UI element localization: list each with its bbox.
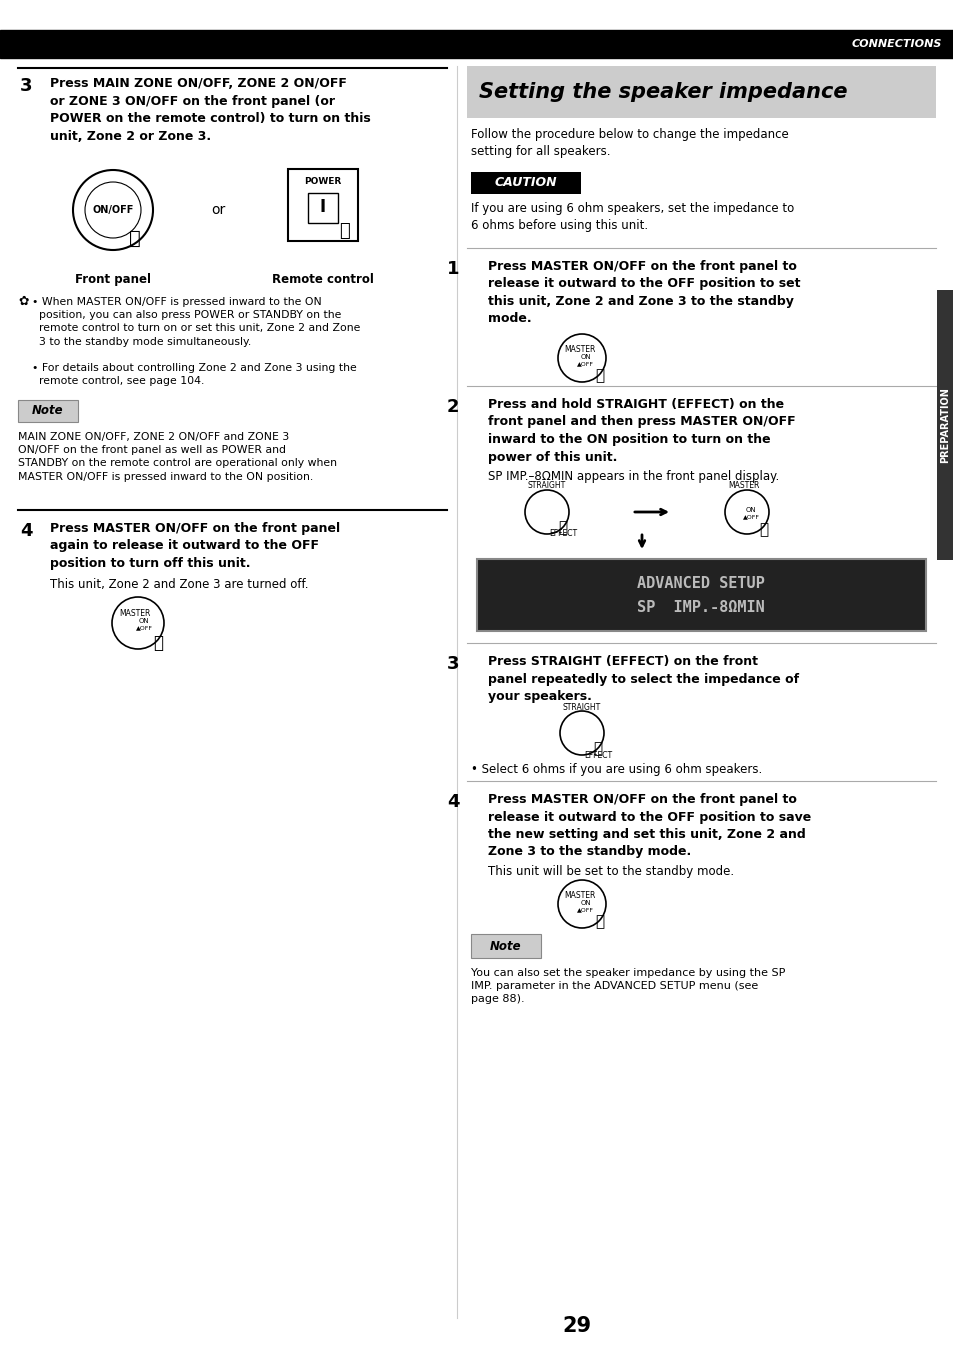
Text: MASTER: MASTER bbox=[564, 891, 595, 899]
Text: ✋: ✋ bbox=[595, 368, 604, 383]
Text: MASTER: MASTER bbox=[564, 345, 595, 353]
Text: ▲OFF: ▲OFF bbox=[741, 515, 759, 519]
Text: ✿: ✿ bbox=[18, 295, 29, 307]
Text: Press MASTER ON/OFF on the front panel to
release it outward to the OFF position: Press MASTER ON/OFF on the front panel t… bbox=[488, 260, 800, 325]
Text: If you are using 6 ohm speakers, set the impedance to
6 ohms before using this u: If you are using 6 ohm speakers, set the… bbox=[471, 202, 794, 232]
Text: Press MAIN ZONE ON/OFF, ZONE 2 ON/OFF
or ZONE 3 ON/OFF on the front panel (or
PO: Press MAIN ZONE ON/OFF, ZONE 2 ON/OFF or… bbox=[50, 77, 371, 143]
Text: CONNECTIONS: CONNECTIONS bbox=[851, 39, 941, 49]
Text: ON: ON bbox=[745, 507, 756, 514]
Text: POWER: POWER bbox=[304, 177, 341, 186]
Text: EFFECT: EFFECT bbox=[548, 530, 577, 538]
Text: Front panel: Front panel bbox=[75, 274, 151, 286]
Bar bbox=[467, 66, 935, 119]
Bar bbox=[936, 290, 953, 559]
Text: Press and hold STRAIGHT (EFFECT) on the
front panel and then press MASTER ON/OFF: Press and hold STRAIGHT (EFFECT) on the … bbox=[488, 398, 795, 464]
Text: I: I bbox=[319, 198, 326, 216]
Text: SP IMP.–8ΩMIN appears in the front panel display.: SP IMP.–8ΩMIN appears in the front panel… bbox=[488, 470, 779, 483]
Text: 1: 1 bbox=[447, 260, 459, 278]
Bar bbox=[471, 934, 540, 958]
Bar bbox=[471, 173, 580, 194]
Text: 4: 4 bbox=[447, 793, 459, 811]
Text: ADVANCED SETUP: ADVANCED SETUP bbox=[637, 576, 764, 590]
Text: 3: 3 bbox=[447, 655, 459, 673]
Text: • When MASTER ON/OFF is pressed inward to the ON
  position, you can also press : • When MASTER ON/OFF is pressed inward t… bbox=[32, 297, 360, 346]
Text: • For details about controlling Zone 2 and Zone 3 using the
  remote control, se: • For details about controlling Zone 2 a… bbox=[32, 363, 356, 386]
Text: • Select 6 ohms if you are using 6 ohm speakers.: • Select 6 ohms if you are using 6 ohm s… bbox=[471, 763, 761, 776]
Text: MASTER: MASTER bbox=[727, 481, 759, 491]
Text: 2: 2 bbox=[447, 398, 459, 417]
Text: ✋: ✋ bbox=[558, 520, 567, 535]
Text: This unit, Zone 2 and Zone 3 are turned off.: This unit, Zone 2 and Zone 3 are turned … bbox=[50, 578, 308, 590]
Text: Remote control: Remote control bbox=[272, 274, 374, 286]
Bar bbox=[0, 0, 953, 30]
Text: SP  IMP.-8ΩMIN: SP IMP.-8ΩMIN bbox=[637, 600, 764, 615]
Text: This unit will be set to the standby mode.: This unit will be set to the standby mod… bbox=[488, 865, 734, 878]
Text: ✋: ✋ bbox=[593, 741, 602, 756]
Text: Note: Note bbox=[32, 404, 64, 418]
Bar bbox=[0, 30, 953, 58]
Text: Press STRAIGHT (EFFECT) on the front
panel repeatedly to select the impedance of: Press STRAIGHT (EFFECT) on the front pan… bbox=[488, 655, 799, 704]
Text: ON: ON bbox=[580, 900, 591, 906]
Text: ON/OFF: ON/OFF bbox=[92, 205, 133, 214]
Text: 4: 4 bbox=[20, 522, 32, 541]
Text: ▲OFF: ▲OFF bbox=[576, 907, 593, 913]
Text: ▲OFF: ▲OFF bbox=[576, 361, 593, 367]
Text: ON: ON bbox=[580, 355, 591, 360]
Text: ✋: ✋ bbox=[595, 914, 604, 930]
Text: 3: 3 bbox=[20, 77, 32, 94]
Text: ✋: ✋ bbox=[152, 634, 163, 652]
Text: 29: 29 bbox=[562, 1316, 591, 1336]
Text: ON: ON bbox=[138, 617, 150, 624]
Text: Note: Note bbox=[490, 940, 521, 953]
Text: You can also set the speaker impedance by using the SP
IMP. parameter in the ADV: You can also set the speaker impedance b… bbox=[471, 968, 784, 1004]
Text: Setting the speaker impedance: Setting the speaker impedance bbox=[478, 82, 846, 102]
Text: STRAIGHT: STRAIGHT bbox=[562, 702, 600, 712]
Text: Press MASTER ON/OFF on the front panel
again to release it outward to the OFF
po: Press MASTER ON/OFF on the front panel a… bbox=[50, 522, 340, 570]
Bar bbox=[308, 193, 337, 222]
Text: MAIN ZONE ON/OFF, ZONE 2 ON/OFF and ZONE 3
ON/OFF on the front panel as well as : MAIN ZONE ON/OFF, ZONE 2 ON/OFF and ZONE… bbox=[18, 431, 336, 481]
Text: STRAIGHT: STRAIGHT bbox=[527, 481, 565, 491]
Text: Follow the procedure below to change the impedance
setting for all speakers.: Follow the procedure below to change the… bbox=[471, 128, 788, 159]
Text: CAUTION: CAUTION bbox=[495, 177, 557, 190]
Text: ✋: ✋ bbox=[759, 523, 768, 538]
Bar bbox=[18, 400, 78, 422]
Text: Press MASTER ON/OFF on the front panel to
release it outward to the OFF position: Press MASTER ON/OFF on the front panel t… bbox=[488, 793, 810, 859]
Bar bbox=[288, 168, 357, 241]
Text: or: or bbox=[211, 204, 225, 217]
Text: ✋: ✋ bbox=[339, 222, 350, 240]
Text: ✋: ✋ bbox=[129, 229, 141, 248]
Text: PREPARATION: PREPARATION bbox=[939, 387, 949, 462]
Bar bbox=[476, 559, 925, 631]
Text: EFFECT: EFFECT bbox=[583, 751, 612, 759]
Text: ▲OFF: ▲OFF bbox=[135, 625, 152, 631]
Text: MASTER: MASTER bbox=[119, 608, 151, 617]
